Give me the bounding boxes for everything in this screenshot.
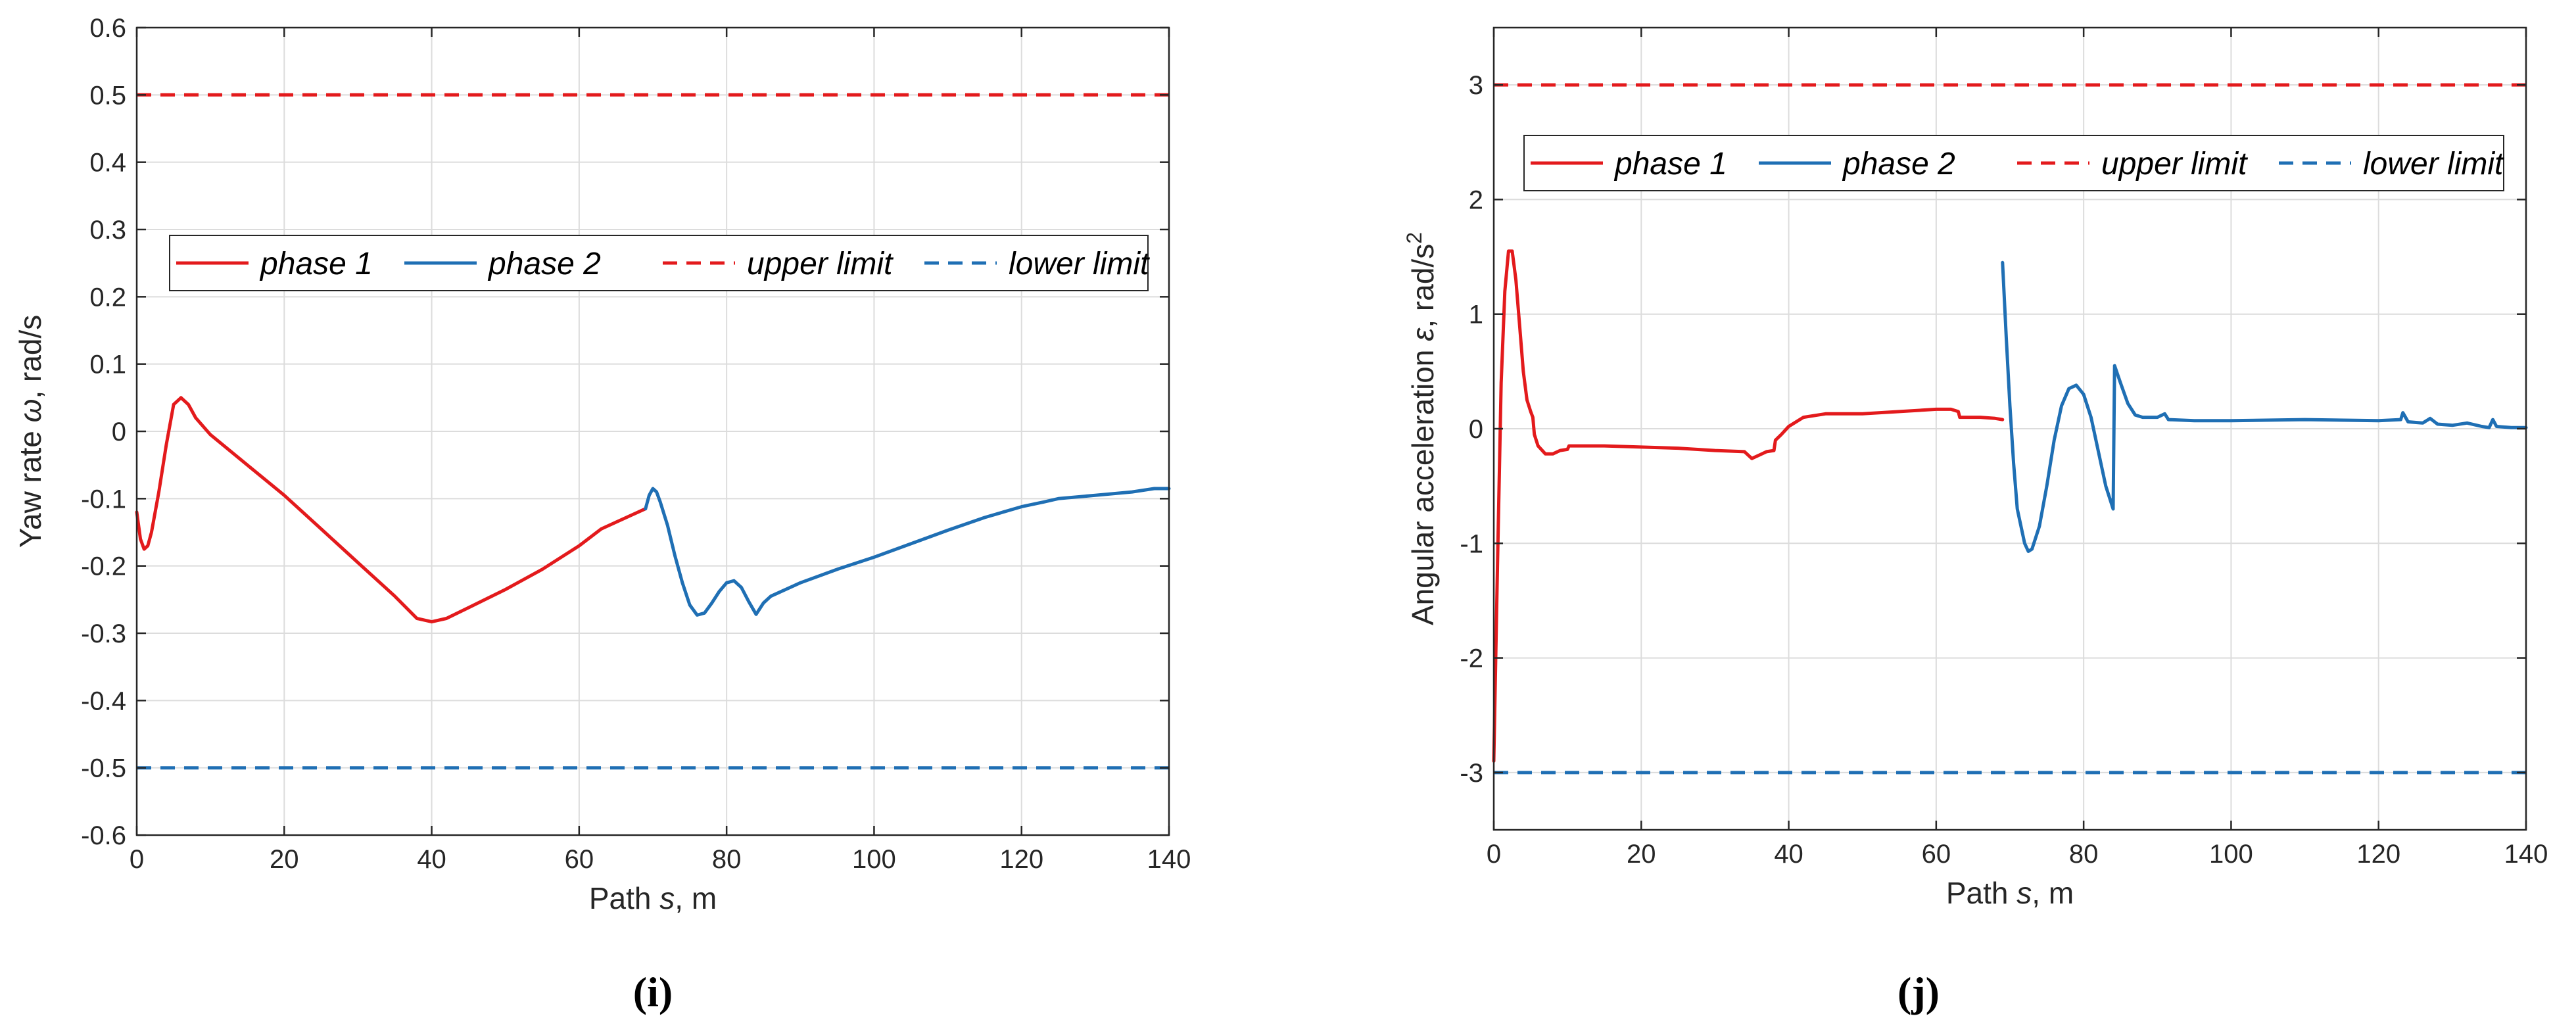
- x-axis-label: Path s, m: [1946, 876, 2074, 910]
- series-line-phase-1: [135, 396, 648, 624]
- y-axis-label: Angular acceleration ε, rad/s2: [1402, 232, 1440, 625]
- y-axis-label: Yaw rate ω, rad/s: [13, 315, 47, 548]
- x-tick-label: 80: [2069, 840, 2099, 869]
- x-tick-label: 60: [565, 845, 594, 874]
- series-line-phase-2: [644, 487, 1171, 617]
- legend: phase 1 phase 2 upper limit lower limit: [169, 235, 1150, 291]
- y-tick-label: 2: [1469, 185, 1483, 214]
- y-tick-label: 0.4: [89, 149, 126, 178]
- y-tick-label: -3: [1460, 759, 1483, 788]
- y-tick-label: 0: [1469, 415, 1483, 444]
- chart-angular-acceleration: 0 20 40 60 80 100 120 140 -3 -2 -1 0 1 2 3 Path s, m Ang…: [1402, 26, 2548, 1015]
- y-tick-label: 0.5: [89, 81, 126, 110]
- x-tick-label: 140: [2504, 840, 2548, 869]
- legend-label: upper limit: [2101, 147, 2248, 181]
- y-tick-label: -0.3: [81, 619, 126, 648]
- y-tick-label: -0.2: [81, 552, 126, 581]
- x-tick-label: 40: [417, 845, 446, 874]
- series-line-phase-1: [1492, 249, 2005, 763]
- legend-label: lower limit: [2363, 147, 2504, 181]
- series-line-phase-2: [2001, 260, 2528, 553]
- y-tick-label: 0.6: [89, 14, 126, 43]
- y-tick-label: -1: [1460, 529, 1483, 558]
- y-tick-label: 0: [112, 418, 126, 446]
- x-tick-label: 120: [2356, 840, 2400, 869]
- legend-label: upper limit: [747, 247, 894, 281]
- y-tick-label: 0.2: [89, 283, 126, 312]
- x-tick-label: 140: [1147, 845, 1191, 874]
- y-tick-label: -0.4: [81, 686, 126, 715]
- legend-label: lower limit: [1009, 247, 1150, 281]
- x-tick-label: 100: [852, 845, 896, 874]
- series-group: [135, 93, 1171, 770]
- y-tick-label: 1: [1469, 301, 1483, 329]
- ticks: 0 20 40 60 80 100 120 140 -0.6 -0.5 -0.4 -0.3 -0.2 -0…: [81, 14, 1191, 874]
- panel-label: (i): [633, 969, 673, 1015]
- x-tick-label: 0: [1487, 840, 1501, 869]
- chart-yaw-rate: 0 20 40 60 80 100 120 140 -0.6 -0.5 -0.4 -0.3 -0.2 -0…: [13, 14, 1191, 1015]
- legend-label: phase 1: [259, 247, 373, 281]
- y-tick-label: -0.1: [81, 485, 126, 514]
- legend: phase 1 phase 2 upper limit lower limit: [1523, 135, 2504, 191]
- ticks: 0 20 40 60 80 100 120 140 -3 -2 -1 0 1 2 3: [1460, 28, 2548, 869]
- series-group: [1492, 83, 2528, 775]
- x-axis-label: Path s, m: [589, 881, 717, 915]
- y-tick-label: -2: [1460, 644, 1483, 673]
- legend-label: phase 1: [1613, 147, 1727, 181]
- x-tick-label: 60: [1922, 840, 1951, 869]
- y-tick-label: -0.5: [81, 754, 126, 783]
- x-tick-label: 0: [130, 845, 144, 874]
- x-tick-label: 100: [2209, 840, 2253, 869]
- x-tick-label: 120: [999, 845, 1043, 874]
- x-tick-label: 40: [1774, 840, 1803, 869]
- y-tick-label: -0.6: [81, 821, 126, 850]
- legend-label: phase 2: [487, 247, 601, 281]
- y-tick-label: 0.1: [89, 350, 126, 379]
- y-tick-label: 3: [1469, 71, 1483, 100]
- x-tick-label: 80: [712, 845, 742, 874]
- panel-label: (j): [1897, 969, 1940, 1015]
- x-tick-label: 20: [1627, 840, 1656, 869]
- legend-label: phase 2: [1842, 147, 1955, 181]
- y-tick-label: 0.3: [89, 216, 126, 245]
- x-tick-label: 20: [270, 845, 299, 874]
